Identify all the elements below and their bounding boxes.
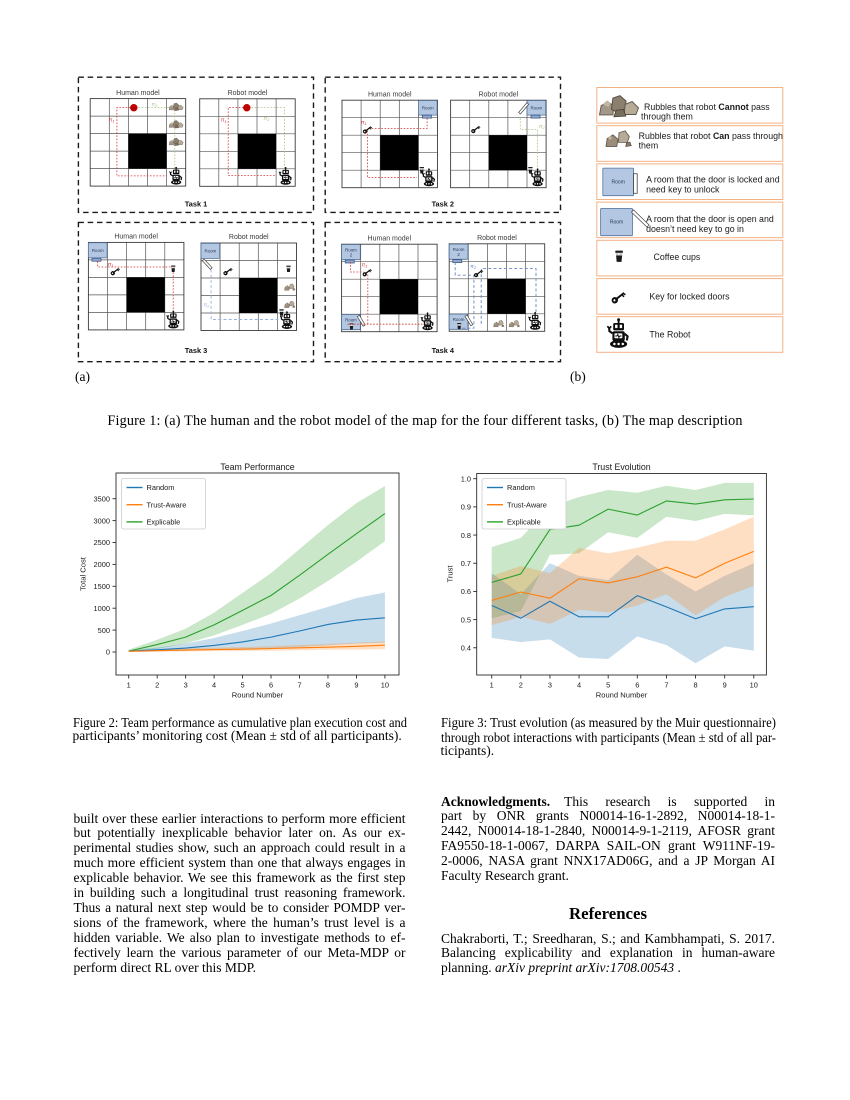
- svg-text:7: 7: [297, 681, 301, 690]
- svg-text:π1: π1: [108, 262, 114, 268]
- svg-text:A room that the door is locked: A room that the door is locked and: [646, 175, 780, 185]
- svg-text:Trust-Aware: Trust-Aware: [507, 500, 547, 509]
- svg-text:Room: Room: [453, 317, 465, 322]
- svg-text:Robot model: Robot model: [229, 234, 269, 241]
- svg-text:5: 5: [606, 681, 610, 690]
- svg-text:10: 10: [381, 681, 389, 690]
- svg-text:Room: Room: [422, 105, 434, 110]
- svg-text:π2: π2: [152, 102, 159, 108]
- svg-text:Human model: Human model: [114, 234, 158, 241]
- svg-text:Task 1: Task 1: [185, 199, 207, 208]
- svg-text:8: 8: [693, 681, 697, 690]
- svg-text:Room: Room: [92, 248, 104, 253]
- svg-text:6: 6: [269, 681, 273, 690]
- svg-text:1.0: 1.0: [461, 474, 471, 483]
- svg-text:Robot model: Robot model: [228, 90, 268, 97]
- svg-text:0.4: 0.4: [461, 643, 471, 652]
- svg-text:Human model: Human model: [368, 235, 412, 242]
- svg-text:Trust: Trust: [446, 565, 455, 583]
- svg-text:Room: Room: [610, 220, 623, 226]
- svg-text:π1: π1: [109, 118, 115, 124]
- svg-text:2: 2: [457, 252, 460, 257]
- svg-text:3: 3: [548, 681, 552, 690]
- svg-text:them: them: [639, 141, 659, 151]
- svg-text:π2: π2: [539, 124, 546, 130]
- svg-text:π1: π1: [361, 120, 367, 126]
- svg-text:Robot model: Robot model: [478, 91, 518, 98]
- svg-text:π1: π1: [221, 118, 227, 124]
- svg-text:1: 1: [490, 681, 494, 690]
- svg-text:500: 500: [98, 626, 110, 635]
- svg-text:3500: 3500: [94, 494, 110, 503]
- svg-text:Round Number: Round Number: [596, 691, 648, 700]
- svg-text:Explicable: Explicable: [147, 518, 181, 527]
- svg-text:Round Number: Round Number: [232, 691, 284, 700]
- svg-text:Key for locked doors: Key for locked doors: [649, 292, 730, 302]
- svg-text:2: 2: [155, 681, 159, 690]
- svg-text:π2: π2: [470, 264, 477, 270]
- svg-text:2: 2: [350, 253, 353, 258]
- svg-text:1: 1: [127, 681, 131, 690]
- svg-text:2500: 2500: [94, 538, 110, 547]
- svg-text:Human model: Human model: [368, 91, 412, 98]
- svg-text:8: 8: [326, 681, 330, 690]
- svg-text:Room: Room: [612, 180, 625, 186]
- svg-text:0.9: 0.9: [461, 503, 471, 512]
- svg-text:A room that the door is open a: A room that the door is open and: [646, 214, 774, 224]
- svg-text:2000: 2000: [94, 560, 110, 569]
- svg-text:0.5: 0.5: [461, 615, 471, 624]
- svg-text:Task 4: Task 4: [432, 346, 455, 355]
- svg-text:Random: Random: [507, 483, 535, 492]
- svg-text:Task 2: Task 2: [432, 199, 454, 208]
- svg-text:9: 9: [723, 681, 727, 690]
- svg-text:Total Cost: Total Cost: [79, 556, 88, 591]
- svg-text:Team Performance: Team Performance: [220, 462, 294, 472]
- svg-text:1500: 1500: [94, 582, 110, 591]
- svg-text:0.6: 0.6: [461, 587, 471, 596]
- svg-text:Human model: Human model: [116, 90, 160, 97]
- svg-text:Robot model: Robot model: [477, 235, 517, 242]
- svg-text:Random: Random: [147, 483, 175, 492]
- svg-text:doesn’t need key to go in: doesn’t need key to go in: [646, 224, 744, 234]
- svg-text:2: 2: [519, 681, 523, 690]
- svg-text:Room: Room: [345, 247, 357, 252]
- svg-text:4: 4: [577, 681, 581, 690]
- svg-text:Room: Room: [345, 317, 357, 322]
- svg-text:Room: Room: [453, 247, 465, 252]
- svg-text:Task 3: Task 3: [185, 346, 207, 355]
- svg-text:π2: π2: [204, 303, 211, 309]
- svg-text:5: 5: [241, 681, 245, 690]
- svg-text:need key to unlock: need key to unlock: [646, 184, 720, 194]
- svg-text:Explicable: Explicable: [507, 518, 541, 527]
- svg-text:4: 4: [212, 681, 216, 690]
- svg-text:through them: through them: [641, 112, 693, 122]
- svg-text:π2: π2: [264, 116, 271, 122]
- svg-text:6: 6: [635, 681, 639, 690]
- svg-text:The Robot: The Robot: [649, 329, 691, 339]
- svg-text:Coffee cups: Coffee cups: [654, 252, 701, 262]
- svg-text:Rubbles that robot Can pass th: Rubbles that robot Can pass through: [639, 131, 783, 141]
- svg-text:10: 10: [750, 681, 758, 690]
- svg-text:0.8: 0.8: [461, 531, 471, 540]
- svg-text:0: 0: [106, 648, 110, 657]
- svg-text:Room: Room: [530, 105, 542, 110]
- svg-text:Rubbles that robot Cannot pass: Rubbles that robot Cannot pass: [644, 102, 770, 112]
- svg-text:Trust Evolution: Trust Evolution: [592, 462, 650, 472]
- svg-text:Room: Room: [204, 249, 216, 254]
- svg-text:Trust-Aware: Trust-Aware: [147, 500, 187, 509]
- svg-text:π1: π1: [362, 263, 368, 269]
- svg-text:3000: 3000: [94, 516, 110, 525]
- svg-text:1000: 1000: [94, 604, 110, 613]
- svg-text:3: 3: [184, 681, 188, 690]
- svg-text:9: 9: [354, 681, 358, 690]
- svg-text:7: 7: [664, 681, 668, 690]
- svg-text:0.7: 0.7: [461, 559, 471, 568]
